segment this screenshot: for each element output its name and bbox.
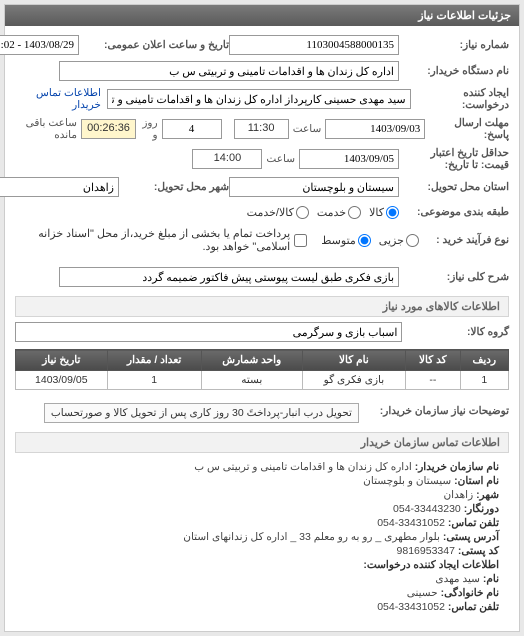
c-addr-l: آدرس پستی: xyxy=(443,531,499,543)
buyer-org-label: نام دستگاه خریدار: xyxy=(399,65,509,77)
creator-label: ایجاد کننده درخواست: xyxy=(411,87,509,111)
need-desc-input[interactable] xyxy=(59,267,399,287)
pub-datetime-input[interactable] xyxy=(0,35,79,55)
valid-hour: 14:00 xyxy=(192,149,262,169)
buyer-contact-link[interactable]: اطلاعات تماس خریدار xyxy=(15,87,101,111)
th-qty: تعداد / مقدار xyxy=(107,350,201,371)
c-phone-l: تلفن تماس: xyxy=(448,601,499,613)
answer-deadline-label: مهلت ارسال پاسخ: xyxy=(425,117,509,141)
c-city: زاهدان xyxy=(443,489,473,501)
cell-date: 1403/09/05 xyxy=(16,371,108,390)
radio-kalakhadamat[interactable]: کالا/خدمت xyxy=(247,206,309,219)
c-postal: 9816953347 xyxy=(397,545,455,557)
c-tel-l: تلفن تماس: xyxy=(448,517,499,529)
buyer-note: تحویل درب انبار-پرداختً 30 روز کاری پس ا… xyxy=(44,403,359,423)
answer-date-input[interactable] xyxy=(325,119,425,139)
c-name: سید مهدی xyxy=(435,573,480,585)
c-postal-l: کد پستی: xyxy=(458,545,499,557)
th-code: کد کالا xyxy=(406,350,460,371)
answer-days-input[interactable] xyxy=(162,119,222,139)
cell-unit: بسته xyxy=(201,371,302,390)
radio-kala-input[interactable] xyxy=(386,206,399,219)
creator-input[interactable] xyxy=(107,89,411,109)
state-label: استان محل تحویل: xyxy=(399,181,509,193)
city-input[interactable] xyxy=(0,177,119,197)
table-row[interactable]: 1 -- بازی فکری گو بسته 1 1403/09/05 xyxy=(16,371,509,390)
grouping-label: طبقه بندی موضوعی: xyxy=(399,206,509,218)
buyer-note-label: توضیحات نیاز سازمان خریدار: xyxy=(359,405,509,417)
contact-block: نام سازمان خریدار: اداره کل زندان ها و ا… xyxy=(15,455,509,625)
radio-kalakhadamat-input[interactable] xyxy=(296,206,309,219)
hour-label-2: ساعت xyxy=(262,153,299,165)
remaining-label: ساعت باقی مانده xyxy=(15,117,81,141)
kala-group-input[interactable] xyxy=(15,322,402,342)
th-unit: واحد شمارش xyxy=(201,350,302,371)
valid-date-input[interactable] xyxy=(299,149,399,169)
c-tel: 33431052-054 xyxy=(377,517,445,529)
partial-payment-note: پرداخت تمام یا بخشی از مبلغ خرید،از محل … xyxy=(15,227,290,253)
state-input[interactable] xyxy=(229,177,399,197)
buyer-org-input[interactable] xyxy=(59,61,399,81)
radio-jozi[interactable]: جزیی xyxy=(379,234,419,247)
details-panel: جزئیات اطلاعات نیاز شماره نیاز: تاریخ و … xyxy=(4,4,520,632)
grouping-radios: کالا خدمت کالا/خدمت xyxy=(247,206,399,219)
partial-payment-checkbox[interactable] xyxy=(294,234,307,247)
valid-deadline-label: حداقل تاریخ اعتبار قیمت: تا تاریخ: xyxy=(399,147,509,171)
c-state-l: نام استان: xyxy=(454,475,499,487)
pub-datetime-label: تاریخ و ساعت اعلان عمومی: xyxy=(79,39,229,51)
c-phone: 33431052-054 xyxy=(377,601,445,613)
panel-content: شماره نیاز: تاریخ و ساعت اعلان عمومی: نا… xyxy=(5,26,519,631)
buy-type-radios: جزیی متوسط xyxy=(321,234,419,247)
need-desc-label: شرح کلی نیاز: xyxy=(399,271,509,283)
need-no-input[interactable] xyxy=(229,35,399,55)
c-city-l: شهر: xyxy=(476,489,499,501)
day-and-label: روز و xyxy=(136,117,161,141)
radio-khadamat-input[interactable] xyxy=(348,206,361,219)
need-no-label: شماره نیاز: xyxy=(399,39,509,51)
city-label: شهر محل تحویل: xyxy=(119,181,229,193)
buy-type-label: نوع فرآیند خرید : xyxy=(419,234,509,246)
answer-hour: 11:30 xyxy=(234,119,289,139)
c-fax: 33443230-054 xyxy=(393,503,461,515)
th-name: نام کالا xyxy=(302,350,405,371)
c-fax-l: دورنگار: xyxy=(464,503,499,515)
th-date: تاریخ نیاز xyxy=(16,350,108,371)
kala-group-label: گروه کالا: xyxy=(402,326,509,338)
remaining-time: 00:26:36 xyxy=(81,119,136,139)
c-buyer-name-l: نام سازمان خریدار: xyxy=(415,461,499,473)
radio-jozi-input[interactable] xyxy=(406,234,419,247)
panel-title: جزئیات اطلاعات نیاز xyxy=(5,5,519,26)
radio-kala[interactable]: کالا xyxy=(369,206,399,219)
cell-name: بازی فکری گو xyxy=(302,371,405,390)
cell-row: 1 xyxy=(460,371,508,390)
radio-motavaset-input[interactable] xyxy=(358,234,371,247)
table-header-row: ردیف کد کالا نام کالا واحد شمارش تعداد /… xyxy=(16,350,509,371)
cell-code: -- xyxy=(406,371,460,390)
c-buyer-name: اداره کل زندان ها و اقدامات تامینی و ترب… xyxy=(194,461,412,473)
items-table: ردیف کد کالا نام کالا واحد شمارش تعداد /… xyxy=(15,349,509,390)
cell-qty: 1 xyxy=(107,371,201,390)
partial-payment-row: پرداخت تمام یا بخشی از مبلغ خرید،از محل … xyxy=(15,227,307,253)
hour-label-1: ساعت xyxy=(289,123,326,135)
radio-motavaset[interactable]: متوسط xyxy=(321,234,371,247)
c-lname: حسینی xyxy=(407,587,438,599)
th-row: ردیف xyxy=(460,350,508,371)
c-name-l: نام: xyxy=(483,573,499,585)
radio-khadamat[interactable]: خدمت xyxy=(317,206,361,219)
c-req-creator-section: اطلاعات ایجاد کننده درخواست: xyxy=(363,559,499,571)
c-addr: بلوار مطهری _ رو به رو معلم 33 _ اداره ک… xyxy=(183,531,440,543)
items-section-title: اطلاعات کالاهای مورد نیاز xyxy=(15,296,509,317)
c-lname-l: نام خانوادگی: xyxy=(441,587,499,599)
contact-section-title: اطلاعات تماس سازمان خریدار xyxy=(15,432,509,453)
c-state: سیستان و بلوچستان xyxy=(363,475,451,487)
